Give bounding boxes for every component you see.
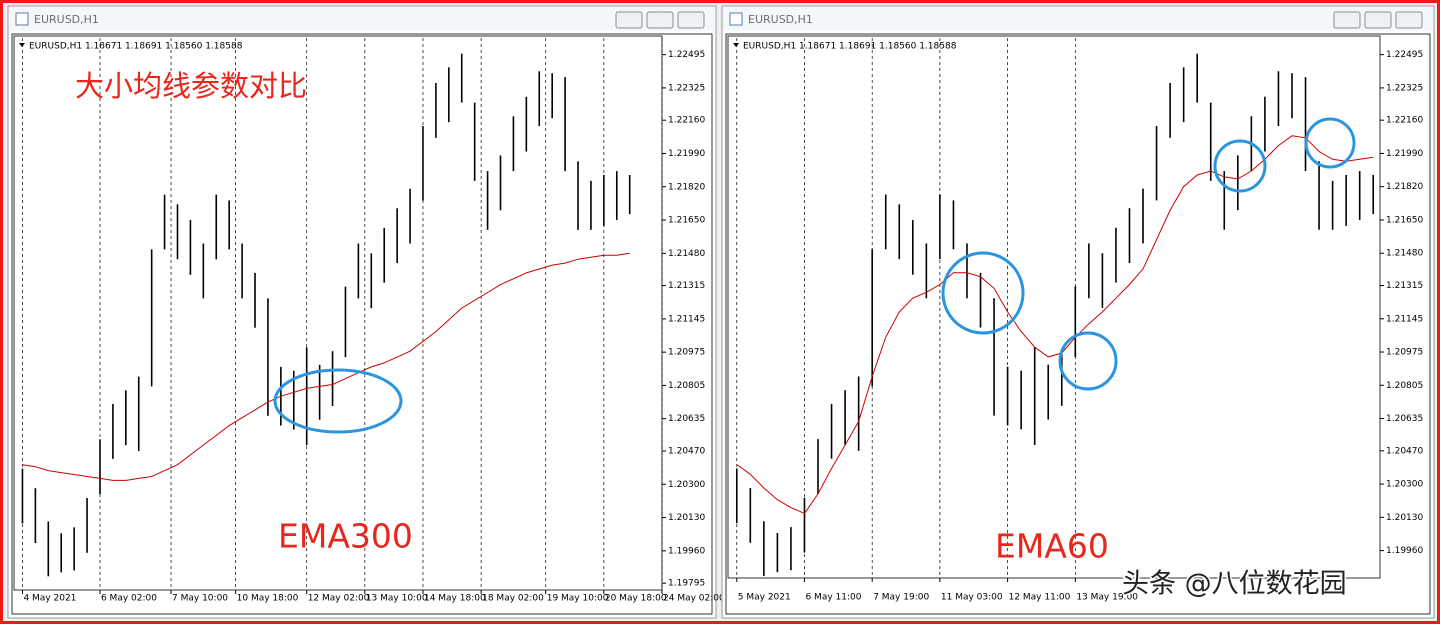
annotation: EMA300	[278, 517, 413, 556]
y-tick-label: 1.21315	[668, 281, 705, 291]
y-tick-label: 1.20300	[668, 480, 705, 490]
y-tick-label: 1.21145	[1386, 314, 1423, 324]
symbol-info: EURUSD,H1 1.18671 1.18691 1.18560 1.1858…	[29, 42, 243, 52]
x-tick-label: 5 May 2021	[738, 593, 791, 603]
x-tick-label: 24 May 02:00	[663, 594, 725, 604]
plot-area	[727, 35, 1381, 579]
x-tick-label: 11 May 03:00	[941, 593, 1003, 603]
y-tick-label: 1.19795	[668, 579, 705, 589]
y-tick-label: 1.19960	[668, 546, 705, 556]
y-tick-label: 1.22325	[668, 83, 705, 93]
window-button[interactable]	[677, 11, 705, 29]
x-tick-label: 13 May 10:00	[366, 594, 428, 604]
watermark: 头条 @八位数花园	[1122, 569, 1347, 600]
y-tick-label: 1.20470	[668, 447, 705, 457]
ema-line	[736, 135, 1374, 515]
y-tick-label: 1.20975	[668, 348, 705, 358]
x-tick-label: 14 May 18:00	[424, 594, 486, 604]
x-tick-label: 10 May 18:00	[237, 594, 299, 604]
window-icon	[15, 12, 29, 26]
y-tick-label: 1.21145	[668, 314, 705, 324]
x-tick-label: 18 May 02:00	[482, 594, 544, 604]
window-button[interactable]	[1395, 11, 1423, 29]
y-tick-label: 1.19960	[1386, 546, 1423, 556]
y-tick-label: 1.21650	[668, 216, 705, 226]
y-tick-label: 1.21480	[668, 249, 705, 259]
window-button[interactable]	[646, 11, 674, 29]
title-bar	[723, 7, 1433, 31]
highlight-circle	[1058, 331, 1118, 391]
x-tick-label: 7 May 19:00	[873, 593, 929, 603]
y-tick-label: 1.22495	[1386, 50, 1423, 60]
y-tick-label: 1.21820	[668, 182, 705, 192]
x-tick-label: 13 May 19:00	[1076, 593, 1138, 603]
highlight-circle	[1304, 117, 1356, 169]
y-tick-label: 1.20130	[1386, 513, 1423, 523]
y-tick-label: 1.20300	[1386, 480, 1423, 490]
window-button[interactable]	[1364, 11, 1392, 29]
symbol-info: EURUSD,H1 1.18671 1.18691 1.18560 1.1858…	[743, 42, 957, 52]
y-tick-label: 1.21990	[1386, 149, 1423, 159]
y-tick-label: 1.21650	[1386, 215, 1423, 225]
y-tick-label: 1.20975	[1386, 348, 1423, 358]
y-tick-label: 1.21480	[1386, 249, 1423, 259]
y-tick-label: 1.20635	[668, 414, 705, 424]
x-tick-label: 12 May 02:00	[308, 594, 370, 604]
x-tick-label: 7 May 10:00	[172, 594, 228, 604]
annotation: EMA60	[995, 527, 1109, 566]
dropdown-marker	[19, 43, 25, 47]
chart-title: 大小均线参数对比	[75, 69, 307, 103]
y-tick-label: 1.22160	[668, 116, 705, 126]
highlight-circle	[273, 368, 403, 434]
highlight-circle	[1213, 139, 1267, 193]
ema-line	[22, 252, 630, 481]
y-tick-label: 1.21990	[668, 149, 705, 159]
x-tick-label: 12 May 11:00	[1009, 593, 1071, 603]
y-tick-label: 1.20635	[1386, 414, 1423, 424]
window-button[interactable]	[615, 11, 643, 29]
dropdown-marker	[733, 43, 739, 47]
y-tick-label: 1.21820	[1386, 182, 1423, 192]
title-bar	[9, 7, 715, 31]
window-button[interactable]	[1333, 11, 1361, 29]
y-tick-label: 1.20130	[668, 513, 705, 523]
window-title: EURUSD,H1	[748, 13, 813, 26]
y-tick-label: 1.22325	[1386, 83, 1423, 93]
y-tick-label: 1.22160	[1386, 116, 1423, 126]
x-tick-label: 6 May 02:00	[101, 594, 157, 604]
x-tick-label: 19 May 10:00	[547, 594, 609, 604]
y-tick-label: 1.20805	[668, 381, 705, 391]
x-tick-label: 4 May 2021	[23, 594, 76, 604]
y-tick-label: 1.21315	[1386, 281, 1423, 291]
y-tick-label: 1.22495	[668, 50, 705, 60]
plot-area	[13, 35, 663, 591]
window-title: EURUSD,H1	[34, 13, 99, 26]
x-tick-label: 20 May 18:00	[605, 594, 667, 604]
highlight-circle	[941, 251, 1025, 335]
y-tick-label: 1.20805	[1386, 381, 1423, 391]
window-icon	[729, 12, 743, 26]
x-tick-label: 6 May 11:00	[805, 593, 861, 603]
y-tick-label: 1.20470	[1386, 446, 1423, 456]
